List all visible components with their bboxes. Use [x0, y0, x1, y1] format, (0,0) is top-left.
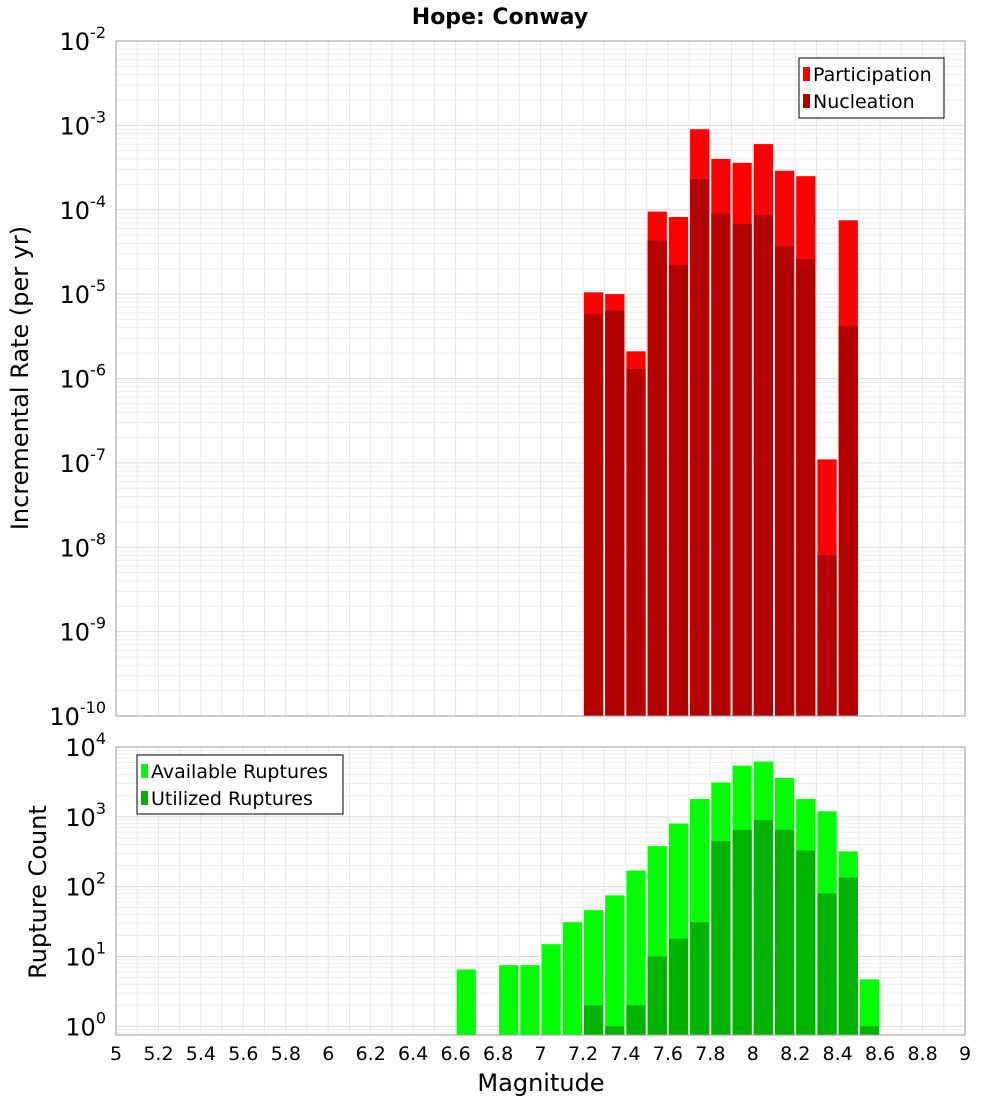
count-y-axis-label: Rupture Count — [24, 805, 52, 979]
rate-bar-nucleation — [647, 240, 667, 717]
rate-legend-swatch — [803, 94, 810, 108]
rate-y-tick-label: 10-9 — [60, 614, 107, 647]
rate-bar-nucleation — [668, 265, 689, 716]
count-bar-utilized-ruptures — [668, 938, 689, 1035]
rate-bar-nucleation — [732, 223, 752, 716]
rate-y-tick-label: 10-7 — [60, 445, 107, 478]
count-bar-utilized-ruptures — [690, 922, 710, 1035]
x-tick-label: 7.8 — [695, 1043, 725, 1065]
rate-legend-label: Participation — [813, 64, 932, 86]
rate-y-tick-label: 10-2 — [60, 23, 107, 56]
count-bar-available-ruptures — [859, 979, 880, 1035]
count-bar-utilized-ruptures — [753, 820, 773, 1035]
x-tick-label: 6.4 — [398, 1043, 428, 1065]
x-tick-label: 5 — [110, 1043, 122, 1065]
x-tick-labels: 5 5.2 5.4 5.6 5.8 6 6.2 6.4 6.6 6.8 7 7.2 7.4 7.6 7.8 8… — [110, 1043, 971, 1065]
count-y-tick-label: 101 — [65, 938, 106, 971]
count-bar-utilized-ruptures — [838, 877, 858, 1035]
count-bar-available-ruptures — [626, 870, 646, 1035]
rate-legend: Participation Nucleation — [798, 57, 945, 119]
count-legend-box — [136, 754, 344, 815]
x-tick-label: 8 — [747, 1043, 759, 1065]
rate-bar-nucleation — [796, 259, 816, 716]
rate-y-axis-label: Incremental Rate (per yr) — [6, 226, 34, 530]
x-tick-label: 7.4 — [610, 1043, 640, 1065]
rate-bar-nucleation — [690, 179, 710, 716]
x-tick-label: 7.2 — [568, 1043, 598, 1065]
count-legend-label: Utilized Ruptures — [151, 788, 313, 810]
count-bar-utilized-ruptures — [647, 956, 667, 1035]
x-tick-label: 7.6 — [653, 1043, 683, 1065]
rate-legend-swatch — [803, 67, 810, 81]
rate-bar-nucleation — [605, 310, 625, 716]
x-tick-label: 8.4 — [823, 1043, 853, 1065]
x-tick-label: 5.6 — [228, 1043, 258, 1065]
count-bar-utilized-ruptures — [796, 850, 816, 1035]
chart-title: Hope: Conway — [412, 5, 588, 30]
x-tick-label: 5.4 — [186, 1043, 216, 1065]
count-bar-available-ruptures — [541, 944, 561, 1035]
rate-bar-nucleation — [753, 215, 773, 717]
x-tick-label: 6.2 — [356, 1043, 386, 1065]
rate-legend-label: Nucleation — [813, 91, 915, 113]
x-tick-label: 6.6 — [440, 1043, 470, 1065]
rate-bar-nucleation — [711, 213, 731, 717]
count-bar-available-ruptures — [583, 910, 604, 1035]
rate-y-tick-label: 10-6 — [60, 361, 107, 394]
count-bar-utilized-ruptures — [817, 893, 837, 1035]
rate-y-tick-label: 10-4 — [60, 192, 107, 225]
count-y-tick-label: 100 — [65, 1008, 106, 1041]
x-tick-label: 8.6 — [865, 1043, 895, 1065]
rate-bar-nucleation — [583, 314, 604, 716]
rate-y-tick-label: 10-3 — [60, 107, 107, 140]
rate-bar-nucleation — [626, 368, 646, 716]
count-bar-utilized-ruptures — [711, 841, 731, 1035]
count-bar-utilized-ruptures — [774, 829, 795, 1035]
count-bar-available-ruptures — [605, 895, 625, 1035]
x-tick-label: 6.8 — [483, 1043, 513, 1065]
count-bar-utilized-ruptures — [605, 1026, 625, 1035]
rate-y-tick-label: 10-10 — [49, 698, 106, 731]
count-bar-utilized-ruptures — [583, 1005, 604, 1035]
x-tick-label: 6 — [322, 1043, 334, 1065]
x-tick-label: 9 — [959, 1043, 971, 1065]
count-y-tick-label: 104 — [65, 729, 106, 762]
count-legend-swatch — [141, 764, 148, 778]
x-tick-label: 5.2 — [143, 1043, 173, 1065]
x-tick-label: 7 — [534, 1043, 546, 1065]
count-bar-available-ruptures — [562, 922, 582, 1035]
rate-y-tick-label: 10-5 — [60, 276, 107, 309]
count-bar-utilized-ruptures — [859, 1026, 880, 1035]
count-y-tick-label: 103 — [65, 799, 106, 832]
count-bar-utilized-ruptures — [732, 829, 752, 1035]
count-y-tick-label: 102 — [65, 869, 106, 902]
count-legend-swatch — [141, 791, 148, 805]
count-legend-label: Available Ruptures — [151, 761, 328, 783]
rate-axis-frame — [115, 40, 966, 717]
count-bar-utilized-ruptures — [626, 1005, 646, 1035]
x-tick-label: 5.8 — [271, 1043, 301, 1065]
rate-bar-nucleation — [838, 325, 858, 716]
count-legend: Available Ruptures Utilized Ruptures — [136, 754, 344, 815]
rate-legend-box — [798, 57, 945, 119]
rate-panel: 10-10 10-9 10-8 10-7 10-6 10-5 10-4 10-3 10-2 Par… — [49, 23, 966, 731]
rate-bar-nucleation — [774, 246, 795, 716]
count-bar-available-ruptures — [499, 965, 519, 1035]
count-panel: 100 101 102 103 104 Available Ruptures Utilize… — [65, 729, 966, 1041]
x-tick-label: 8.8 — [907, 1043, 937, 1065]
count-bar-available-ruptures — [456, 969, 476, 1035]
count-bar-available-ruptures — [520, 965, 540, 1035]
x-tick-label: 8.2 — [780, 1043, 810, 1065]
rate-y-tick-label: 10-8 — [60, 529, 107, 562]
count-axis-frame — [115, 746, 966, 1036]
rate-bar-nucleation — [817, 555, 837, 716]
x-axis-label: Magnitude — [477, 1069, 604, 1097]
